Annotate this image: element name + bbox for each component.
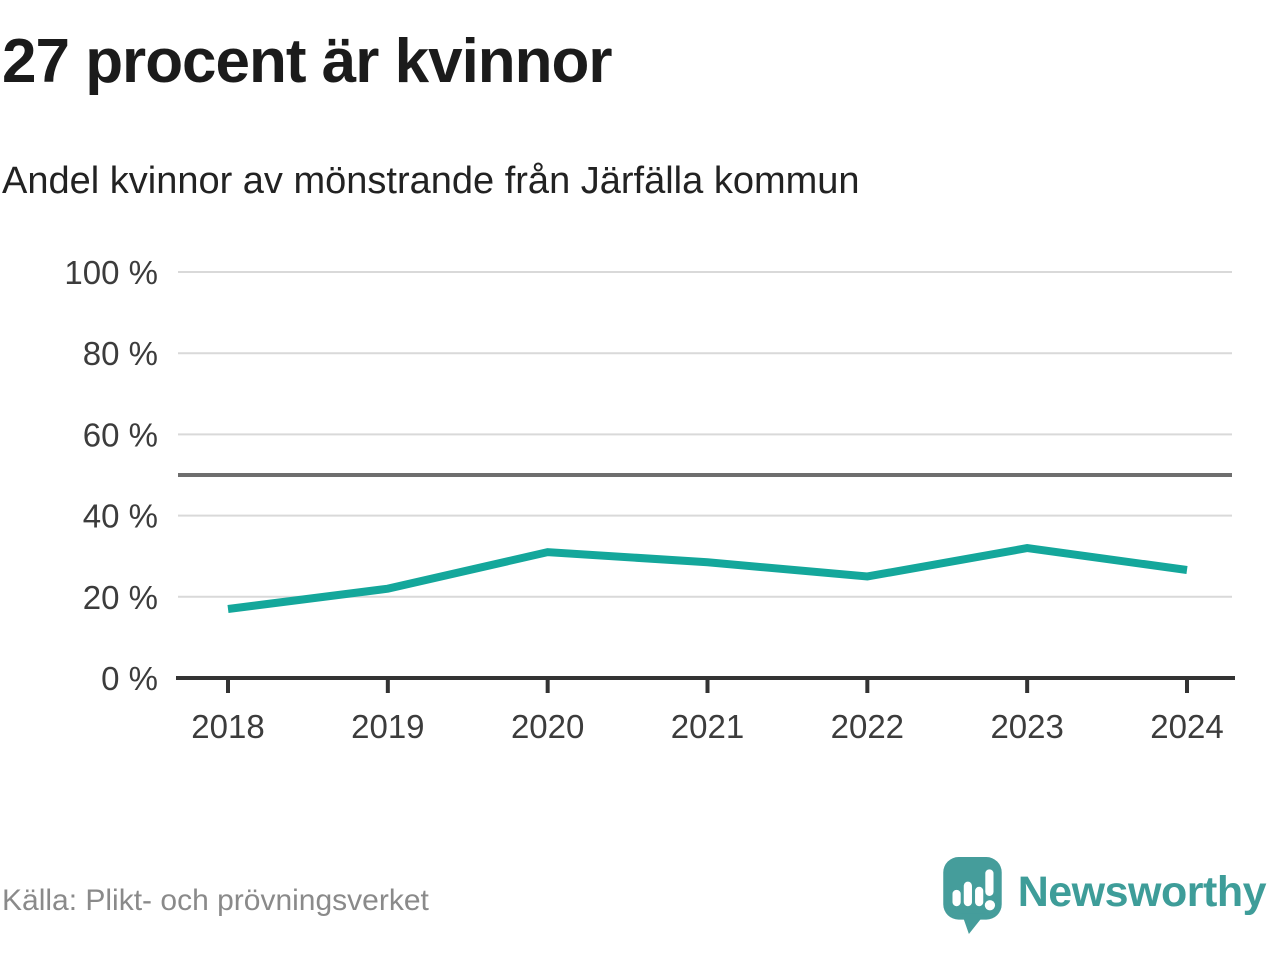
- newsworthy-logo: Newsworthy: [942, 856, 1267, 936]
- source-note: Källa: Plikt- och prövningsverket: [2, 884, 429, 917]
- newsworthy-logo-icon: [942, 857, 1002, 934]
- x-tick-label: 2021: [671, 708, 744, 745]
- newsworthy-logo-text: Newsworthy: [1017, 868, 1267, 916]
- y-tick-label: 20 %: [83, 579, 158, 616]
- x-tick-label: 2018: [191, 708, 264, 745]
- x-tick-label: 2022: [831, 708, 904, 745]
- chart-title: 27 procent är kvinnor: [2, 27, 613, 96]
- line-chart: 0 % 20 % 40 % 60 % 80 % 100 % 2018 2019 2020 2021…: [64, 254, 1235, 745]
- y-tick-label: 0 %: [101, 660, 158, 697]
- x-tick-label: 2023: [990, 708, 1063, 745]
- x-tick-label: 2024: [1150, 708, 1223, 745]
- y-tick-label: 80 %: [83, 335, 158, 372]
- y-tick-label: 100 %: [64, 254, 158, 291]
- y-tick-label: 40 %: [83, 498, 158, 535]
- x-tick-label: 2020: [511, 708, 584, 745]
- data-line: [227, 544, 1188, 613]
- y-tick-label: 60 %: [83, 416, 158, 453]
- x-tick-label: 2019: [351, 708, 424, 745]
- chart-subtitle: Andel kvinnor av mönstrande från Järfäll…: [2, 160, 860, 202]
